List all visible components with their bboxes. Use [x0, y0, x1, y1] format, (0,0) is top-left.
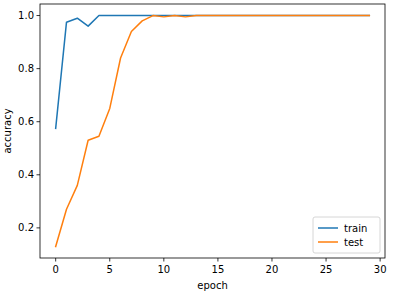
y-tick-label: 0.2	[18, 222, 34, 233]
y-tick	[37, 174, 41, 175]
legend-swatch	[318, 241, 338, 243]
legend-box	[313, 217, 380, 253]
x-tick	[109, 258, 110, 262]
y-tick	[37, 227, 41, 228]
background	[0, 0, 400, 300]
x-tick-label: 25	[320, 264, 333, 275]
line-0	[56, 16, 370, 129]
x-tick-label: 10	[157, 264, 170, 275]
chart: 0 5 10 15 20 25 30 0.2 0.4 0.6 0.8 1.0 epoch accuracy…	[0, 0, 400, 300]
legend-label: test	[344, 237, 363, 248]
y-tick-label: 0.6	[18, 116, 34, 127]
x-axis-label: epoch	[197, 280, 227, 291]
x-tick	[163, 258, 164, 262]
x-tick	[380, 258, 381, 262]
y-axis-label: accuracy	[2, 108, 13, 153]
axes-frame	[40, 4, 385, 258]
legend-label: train	[344, 223, 367, 234]
y-tick	[37, 15, 41, 16]
x-tick-label: 0	[52, 264, 58, 275]
y-tick-label: 1.0	[18, 10, 34, 21]
line-1	[56, 16, 370, 247]
y-tick-label: 0.4	[18, 169, 34, 180]
x-tick	[271, 258, 272, 262]
x-tick	[217, 258, 218, 262]
x-tick-label: 20	[266, 264, 279, 275]
y-tick	[37, 121, 41, 122]
legend: train test	[313, 217, 380, 253]
plot-area	[56, 16, 370, 247]
x-tick	[55, 258, 56, 262]
x-tick-label: 30	[374, 264, 387, 275]
y-tick-label: 0.8	[18, 63, 34, 74]
y-tick	[37, 68, 41, 69]
x-tick	[326, 258, 327, 262]
legend-swatch	[318, 227, 338, 229]
x-tick-label: 15	[212, 264, 225, 275]
x-tick-label: 5	[107, 264, 113, 275]
